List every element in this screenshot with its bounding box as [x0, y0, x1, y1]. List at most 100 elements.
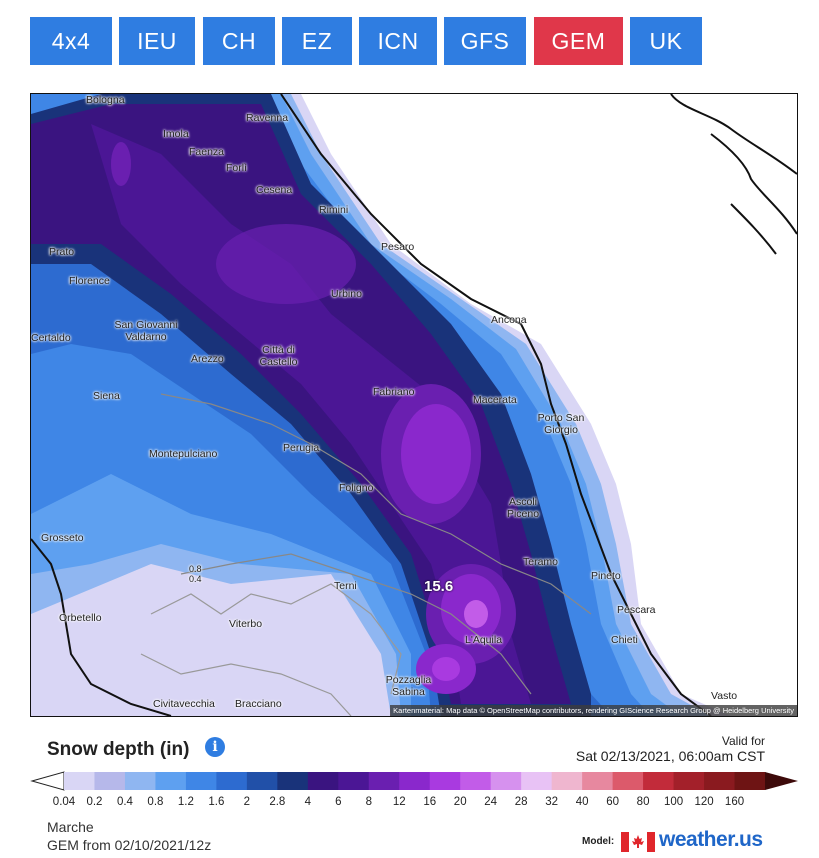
- scale-swatch: [155, 772, 187, 790]
- scale-tick-label: 2: [243, 796, 251, 808]
- scale-tick-label: 40: [575, 796, 589, 808]
- city-forli: Forlì: [226, 162, 247, 174]
- tab-gfs[interactable]: GFS: [444, 17, 526, 65]
- legend-title: Snow depth (in): [47, 739, 190, 760]
- city-chieti: Chieti: [611, 634, 638, 646]
- scale-swatch: [124, 772, 156, 790]
- scale-tick-label: 8: [365, 796, 372, 808]
- city-vasto: Vasto: [711, 690, 738, 702]
- tab-ch[interactable]: CH: [203, 17, 275, 65]
- scale-swatch: [368, 772, 400, 790]
- scale-tick-label: 80: [636, 796, 650, 808]
- city-grosseto: Grosseto: [41, 532, 84, 544]
- max-value-label: 15.6: [424, 578, 454, 595]
- city-ascoli-piceno: Ascoli Piceno: [506, 496, 540, 520]
- city-florence: Florence: [69, 275, 110, 287]
- scale-swatch: [94, 772, 126, 790]
- city-macerata: Macerata: [473, 394, 517, 406]
- scale-swatch: [643, 772, 675, 790]
- scale-tick-label: 12: [392, 796, 406, 808]
- city-imola: Imola: [163, 128, 189, 140]
- scale-swatch: [582, 772, 614, 790]
- scale-swatch: [338, 772, 370, 790]
- tab-gem[interactable]: GEM: [534, 17, 623, 65]
- city-civitavecchia: Civitavecchia: [153, 698, 215, 710]
- scale-swatch: [673, 772, 705, 790]
- city-laquila: L'Aquila: [465, 634, 503, 646]
- snow-depth-map[interactable]: Bologna Ravenna Imola Faenza Forlì Cesen…: [30, 93, 798, 717]
- scale-swatch: [521, 772, 553, 790]
- scale-tick-label: 24: [484, 796, 498, 808]
- scale-swatch: [612, 772, 644, 790]
- info-icon[interactable]: i: [205, 737, 225, 757]
- scale-tick-label: 0.2: [86, 796, 103, 808]
- city-ancona: Ancona: [491, 314, 527, 326]
- canada-flag-icon: [621, 832, 655, 852]
- model-run-label: GEM from 02/10/2021/12z: [47, 837, 212, 853]
- scale-tick-label: 32: [545, 796, 559, 808]
- scale-tick-label: 28: [514, 796, 528, 808]
- city-siena: Siena: [93, 390, 120, 402]
- scale-swatch: [277, 772, 309, 790]
- color-scale-bar: [30, 771, 798, 791]
- scale-tick-label: 2.8: [269, 796, 286, 808]
- city-teramo: Teramo: [523, 556, 559, 568]
- tab-icn[interactable]: ICN: [359, 17, 437, 65]
- map-attribution: Kartenmaterial: Map data © OpenStreetMap…: [390, 705, 797, 716]
- city-pesaro: Pesaro: [381, 241, 415, 253]
- city-ravenna: Ravenna: [246, 112, 289, 124]
- city-rimini: Rimini: [319, 204, 349, 216]
- city-certaldo: Certaldo: [31, 332, 71, 344]
- city-san-giovanni-valdarno: San Giovanni Valdarno: [114, 319, 178, 343]
- scale-swatch: [734, 772, 766, 790]
- region-name: Marche: [47, 819, 94, 835]
- weather-us-logo[interactable]: weather.us: [659, 828, 763, 851]
- scale-swatch: [307, 772, 339, 790]
- map-layer: [31, 94, 797, 716]
- scale-swatch: [551, 772, 583, 790]
- city-pescara: Pescara: [617, 604, 656, 616]
- city-porto-san-giorgio: Porto San Giorgio: [537, 412, 585, 436]
- city-foligno: Foligno: [339, 482, 374, 494]
- tab-ieu[interactable]: IEU: [119, 17, 195, 65]
- scale-tick-label: 1.6: [208, 796, 225, 808]
- city-fabriano: Fabriano: [373, 386, 415, 398]
- city-faenza: Faenza: [189, 146, 225, 158]
- scale-swatch: [399, 772, 431, 790]
- tab-ez[interactable]: EZ: [282, 17, 352, 65]
- scale-swatch: [216, 772, 248, 790]
- city-bracciano: Bracciano: [235, 698, 282, 710]
- city-montepulciano: Montepulciano: [149, 448, 218, 460]
- city-prato: Prato: [49, 246, 75, 258]
- scale-swatch: [704, 772, 736, 790]
- scale-min-arrow: [30, 771, 65, 791]
- color-scale-ticks: 0.04 0.2 0.4 0.8 1.2 1.6 2 2.8 4 6 8 12 16 20 24 28 32 40…: [0, 796, 819, 812]
- scale-swatch: [185, 772, 217, 790]
- scale-tick-label: 1.2: [177, 796, 194, 808]
- city-pozzaglia-sabina: Pozzaglia Sabina: [385, 674, 432, 698]
- tab-4x4[interactable]: 4x4: [30, 17, 112, 65]
- city-terni: Terni: [334, 580, 357, 592]
- scale-swatch: [460, 772, 492, 790]
- city-pineto: Pineto: [591, 570, 621, 582]
- contour-label-0-4: 0.4: [189, 574, 202, 584]
- city-urbino: Urbino: [331, 288, 362, 300]
- scale-tick-label: 120: [694, 796, 714, 808]
- valid-date: Sat 02/13/2021, 06:00am CST: [575, 748, 765, 764]
- city-viterbo: Viterbo: [229, 618, 263, 630]
- scale-tick-label: 0.4: [116, 796, 133, 808]
- tab-uk[interactable]: UK: [630, 17, 702, 65]
- scale-tick-label: 20: [453, 796, 467, 808]
- scale-tick-label: 160: [724, 796, 745, 808]
- scale-tick-label: 0.04: [52, 796, 76, 808]
- model-label: Model:: [582, 836, 615, 847]
- scale-swatch: [64, 772, 95, 790]
- city-arezzo: Arezzo: [191, 353, 224, 365]
- scale-tick-label: 100: [663, 796, 684, 808]
- city-cesena: Cesena: [256, 184, 293, 196]
- scale-swatch: [490, 772, 522, 790]
- scale-swatch: [429, 772, 461, 790]
- city-citta-di-castello: Città di Castello: [259, 344, 298, 368]
- scale-max-arrow: [765, 772, 798, 790]
- city-perugia: Perugia: [283, 442, 320, 454]
